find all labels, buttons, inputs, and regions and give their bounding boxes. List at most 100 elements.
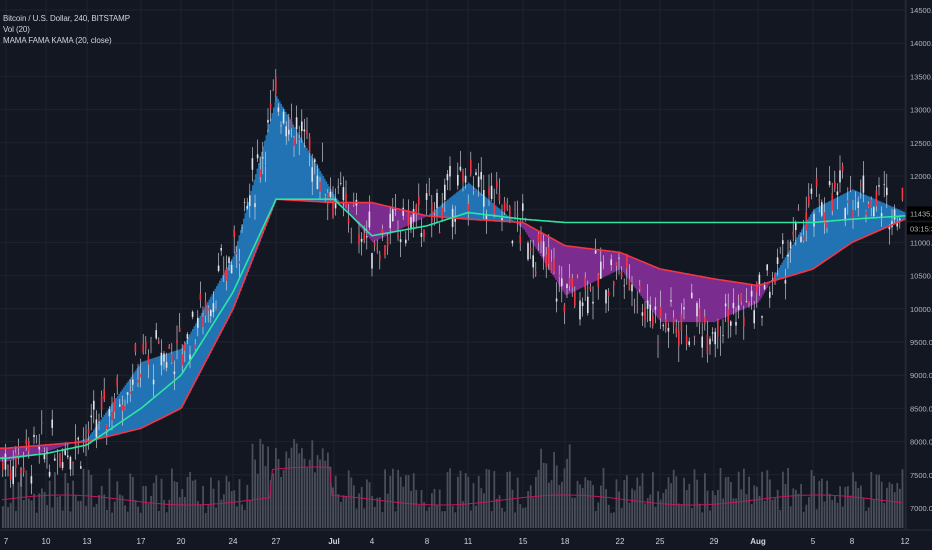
candle-body <box>571 278 573 288</box>
candle-body <box>210 310 212 317</box>
candle-body <box>649 304 651 322</box>
candle-body <box>709 338 711 345</box>
band-segment <box>190 331 193 391</box>
candle-body <box>389 213 391 229</box>
symbol-title[interactable]: Bitcoin / U.S. Dollar, 240, BITSTAMP <box>3 14 130 23</box>
volume-bar <box>636 477 639 528</box>
candle-body <box>548 247 550 265</box>
volume-bar <box>763 500 766 528</box>
band-segment <box>274 101 277 204</box>
band-segment <box>162 354 164 418</box>
volume-bar <box>836 502 839 528</box>
band-segment <box>799 232 802 274</box>
candle-body <box>854 198 857 200</box>
band-segment <box>400 209 403 229</box>
candle-body <box>769 291 771 298</box>
volume-indicator-title[interactable]: Vol (20) <box>3 25 30 34</box>
volume-bar <box>124 505 126 528</box>
band-segment <box>88 436 91 442</box>
candle-body <box>529 248 532 251</box>
candle-body <box>233 229 235 237</box>
band-segment <box>7 448 10 462</box>
volume-bar <box>54 472 56 528</box>
volume-bar <box>750 504 753 528</box>
volume-bar <box>644 503 646 528</box>
candle-body <box>662 325 664 327</box>
volume-bar <box>152 482 155 528</box>
band-segment <box>720 279 722 320</box>
mama-indicator-title[interactable]: MAMA FAMA KAMA (20, close) <box>3 36 112 45</box>
candle-body <box>896 222 898 227</box>
candle-body <box>555 298 558 302</box>
band-segment <box>792 244 794 276</box>
band-segment <box>387 206 389 236</box>
band-segment <box>457 191 460 219</box>
band-segment <box>739 282 742 311</box>
band-segment <box>585 248 587 286</box>
band-segment <box>151 358 154 424</box>
volume-ma-line <box>1 466 902 506</box>
price-tick-label: 7500.00 <box>910 471 932 480</box>
volume-bar <box>446 472 449 528</box>
volume-bar <box>800 483 802 528</box>
band-segment <box>220 278 223 333</box>
candle-body <box>228 257 230 264</box>
band-segment <box>702 276 704 323</box>
band-segment <box>36 445 38 455</box>
band-segment <box>661 269 664 323</box>
band-segment <box>325 181 328 203</box>
band-segment <box>462 187 464 219</box>
candle-body <box>802 235 805 241</box>
band-segment <box>640 260 643 297</box>
band-segment <box>273 107 275 207</box>
band-segment <box>279 101 281 200</box>
volume-bar <box>657 491 659 528</box>
price-axis[interactable]: 14500.00 14000.00 13500.00 13000.00 12500.00… <box>905 0 932 550</box>
band-segment <box>691 274 694 323</box>
band-segment <box>343 202 346 208</box>
volume-bar <box>379 497 381 528</box>
band-segment <box>268 124 271 219</box>
band-segment <box>282 106 284 200</box>
volume-bar <box>228 481 230 528</box>
volume-bar <box>72 480 74 528</box>
band-segment <box>648 263 650 307</box>
band-segment <box>469 183 472 220</box>
band-segment <box>271 112 274 211</box>
volume-bar <box>433 489 436 528</box>
volume-bar <box>475 505 477 528</box>
volume-bar <box>207 504 210 528</box>
band-segment <box>34 445 37 455</box>
time-axis[interactable]: 7 10 13 17 20 24 27 Jul 4 8 11 15 18 22 25 29 Aug 5 8 12 <box>0 529 932 546</box>
candle-body <box>215 309 217 311</box>
volume-bar <box>290 447 293 528</box>
volume-bar <box>568 444 571 528</box>
band-segment <box>601 250 604 278</box>
band-segment <box>288 116 290 200</box>
band-segment <box>619 252 622 270</box>
candle-body <box>579 300 581 320</box>
band-segment <box>346 202 349 212</box>
band-segment <box>211 294 214 350</box>
candle-body <box>834 182 836 189</box>
band-segment <box>591 248 593 283</box>
band-segment <box>682 273 685 323</box>
volume-bar <box>381 511 384 528</box>
volume-bar <box>600 485 602 528</box>
band-segment <box>721 280 724 319</box>
volume-bar <box>59 495 61 528</box>
band-segment <box>529 226 532 240</box>
band-segment <box>534 228 536 247</box>
band-segment <box>87 438 89 442</box>
band-segment <box>753 284 755 305</box>
volume-bar <box>670 483 672 528</box>
band-segment <box>237 240 239 299</box>
band-segment <box>265 135 268 226</box>
candle-body <box>436 192 438 209</box>
band-segment <box>627 255 629 279</box>
band-segment <box>841 194 844 250</box>
candle-body <box>875 190 878 207</box>
band-segment <box>207 302 209 359</box>
candle-body <box>106 424 108 430</box>
